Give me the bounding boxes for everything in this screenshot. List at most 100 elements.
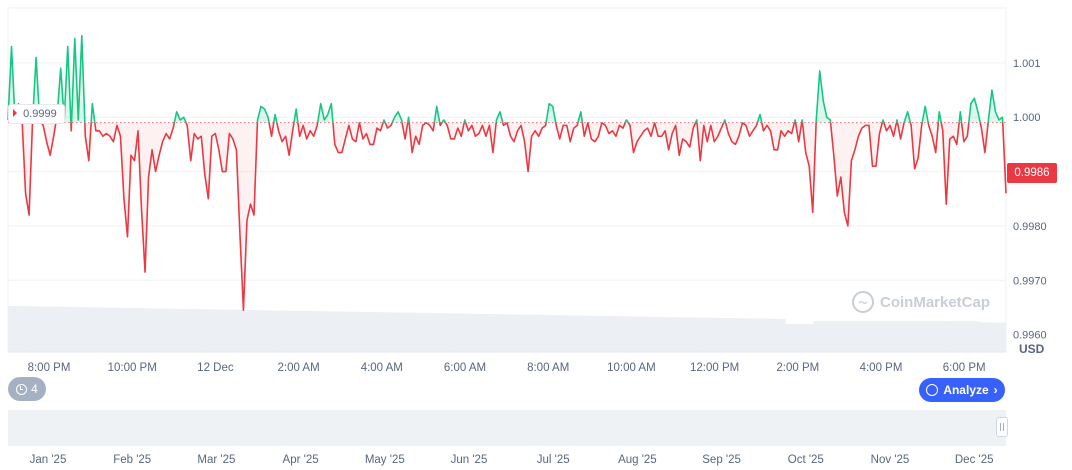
volume-bar [264,310,273,352]
volume-bar [464,313,472,352]
price-area-fill [8,35,1006,311]
volume-bar [663,317,672,352]
analyze-label: Analyze [943,383,989,397]
volume-bar [79,307,87,352]
coinmarketcap-logo-icon: 〜 [852,291,874,313]
volume-bar [727,318,736,352]
time-navigator[interactable] [8,410,1006,446]
volume-bar [977,322,986,352]
y-tick-label: 1.001 [1013,58,1041,70]
volume-bar [735,318,743,352]
x-tick-label: 8:00 AM [527,362,569,374]
volume-bar [720,318,729,352]
volume-bar [571,315,579,352]
volume-bar [485,314,494,352]
volume-bar [414,312,422,352]
volume-bar [100,307,109,352]
x-tick-label: 2:00 AM [277,362,319,374]
volume-bar [792,324,800,352]
volume-bar [8,306,16,352]
volume-histogram [8,306,1007,352]
volume-bar [421,312,430,352]
price-line-above [7,34,1004,123]
y-tick-label: 0.9980 [1013,221,1047,233]
volume-bar [713,317,722,352]
volume-bar [286,310,294,352]
volume-bar [435,313,444,352]
history-button[interactable]: 4 [8,377,46,401]
volume-bar [328,311,337,352]
watermark: 〜 CoinMarketCap [852,291,990,313]
x-tick-label: 4:00 PM [860,362,903,374]
x-tick-label: 12 Dec [197,362,234,374]
currency-label: USD [1019,342,1045,356]
navigator-tick-label: Apr '25 [283,454,319,466]
volume-bar [428,313,437,352]
volume-bar [699,317,708,352]
volume-bar [29,306,38,352]
x-tick-label: 10:00 PM [108,362,157,374]
volume-bar [706,317,715,352]
volume-bar [592,315,601,352]
volume-bar [164,308,173,352]
navigator-handle[interactable] [996,417,1008,437]
volume-bar [877,321,886,352]
navigator-tick-label: Oct '25 [788,454,824,466]
volume-bar [649,316,658,352]
volume-bar [250,310,258,352]
history-count: 4 [31,382,38,396]
volume-bar [221,309,230,352]
volume-bar [692,317,700,352]
volume-bar [984,322,993,352]
volume-bar [521,314,529,352]
volume-bar [749,318,757,352]
volume-bar [870,321,879,352]
volume-bar [834,321,843,352]
volume-bar [214,309,223,352]
volume-bar [899,321,907,352]
volume-bar [364,312,373,352]
volume-bar [400,312,408,352]
volume-bar [777,318,786,352]
volume-bar [143,308,152,352]
volume-bar [15,306,23,352]
volume-bar [293,310,301,352]
navigator-tick-label: Dec '25 [955,454,994,466]
volume-bar [492,314,501,352]
volume-bar [920,321,929,352]
volume-bar [578,315,586,352]
volume-bar [36,306,45,352]
volume-bar [827,321,836,352]
volume-bar [806,324,815,352]
x-tick-label: 12:00 PM [690,362,739,374]
volume-bar [407,312,415,352]
volume-bar [742,318,750,352]
x-axis: 8:00 PM 10:00 PM 12 Dec 2:00 AM 4:00 AM 6:00 … [28,362,986,374]
volume-bar [927,321,936,352]
volume-bar [335,311,344,352]
area-above-reference [8,35,1003,123]
volume-bar [628,316,636,352]
volume-bar [314,311,323,352]
volume-bar [542,315,551,352]
volume-bar [956,321,964,352]
volume-bar [378,312,387,352]
volume-bar [856,321,864,352]
volume-bar [756,318,765,352]
volume-bar [186,309,194,352]
volume-bar [913,321,921,352]
x-tick-label: 6:00 PM [943,362,986,374]
volume-bar [271,310,280,352]
analyze-button[interactable]: Analyze › [919,378,1005,402]
volume-bar [300,310,308,352]
volume-bar [599,315,608,352]
volume-bar [200,309,209,352]
price-line-below [21,122,1007,311]
volume-bar [906,321,914,352]
volume-bar [884,321,893,352]
volume-bar [799,324,807,352]
volume-bar [43,306,52,352]
y-tick-label: 0.9960 [1013,330,1047,342]
volume-bar [670,317,679,352]
